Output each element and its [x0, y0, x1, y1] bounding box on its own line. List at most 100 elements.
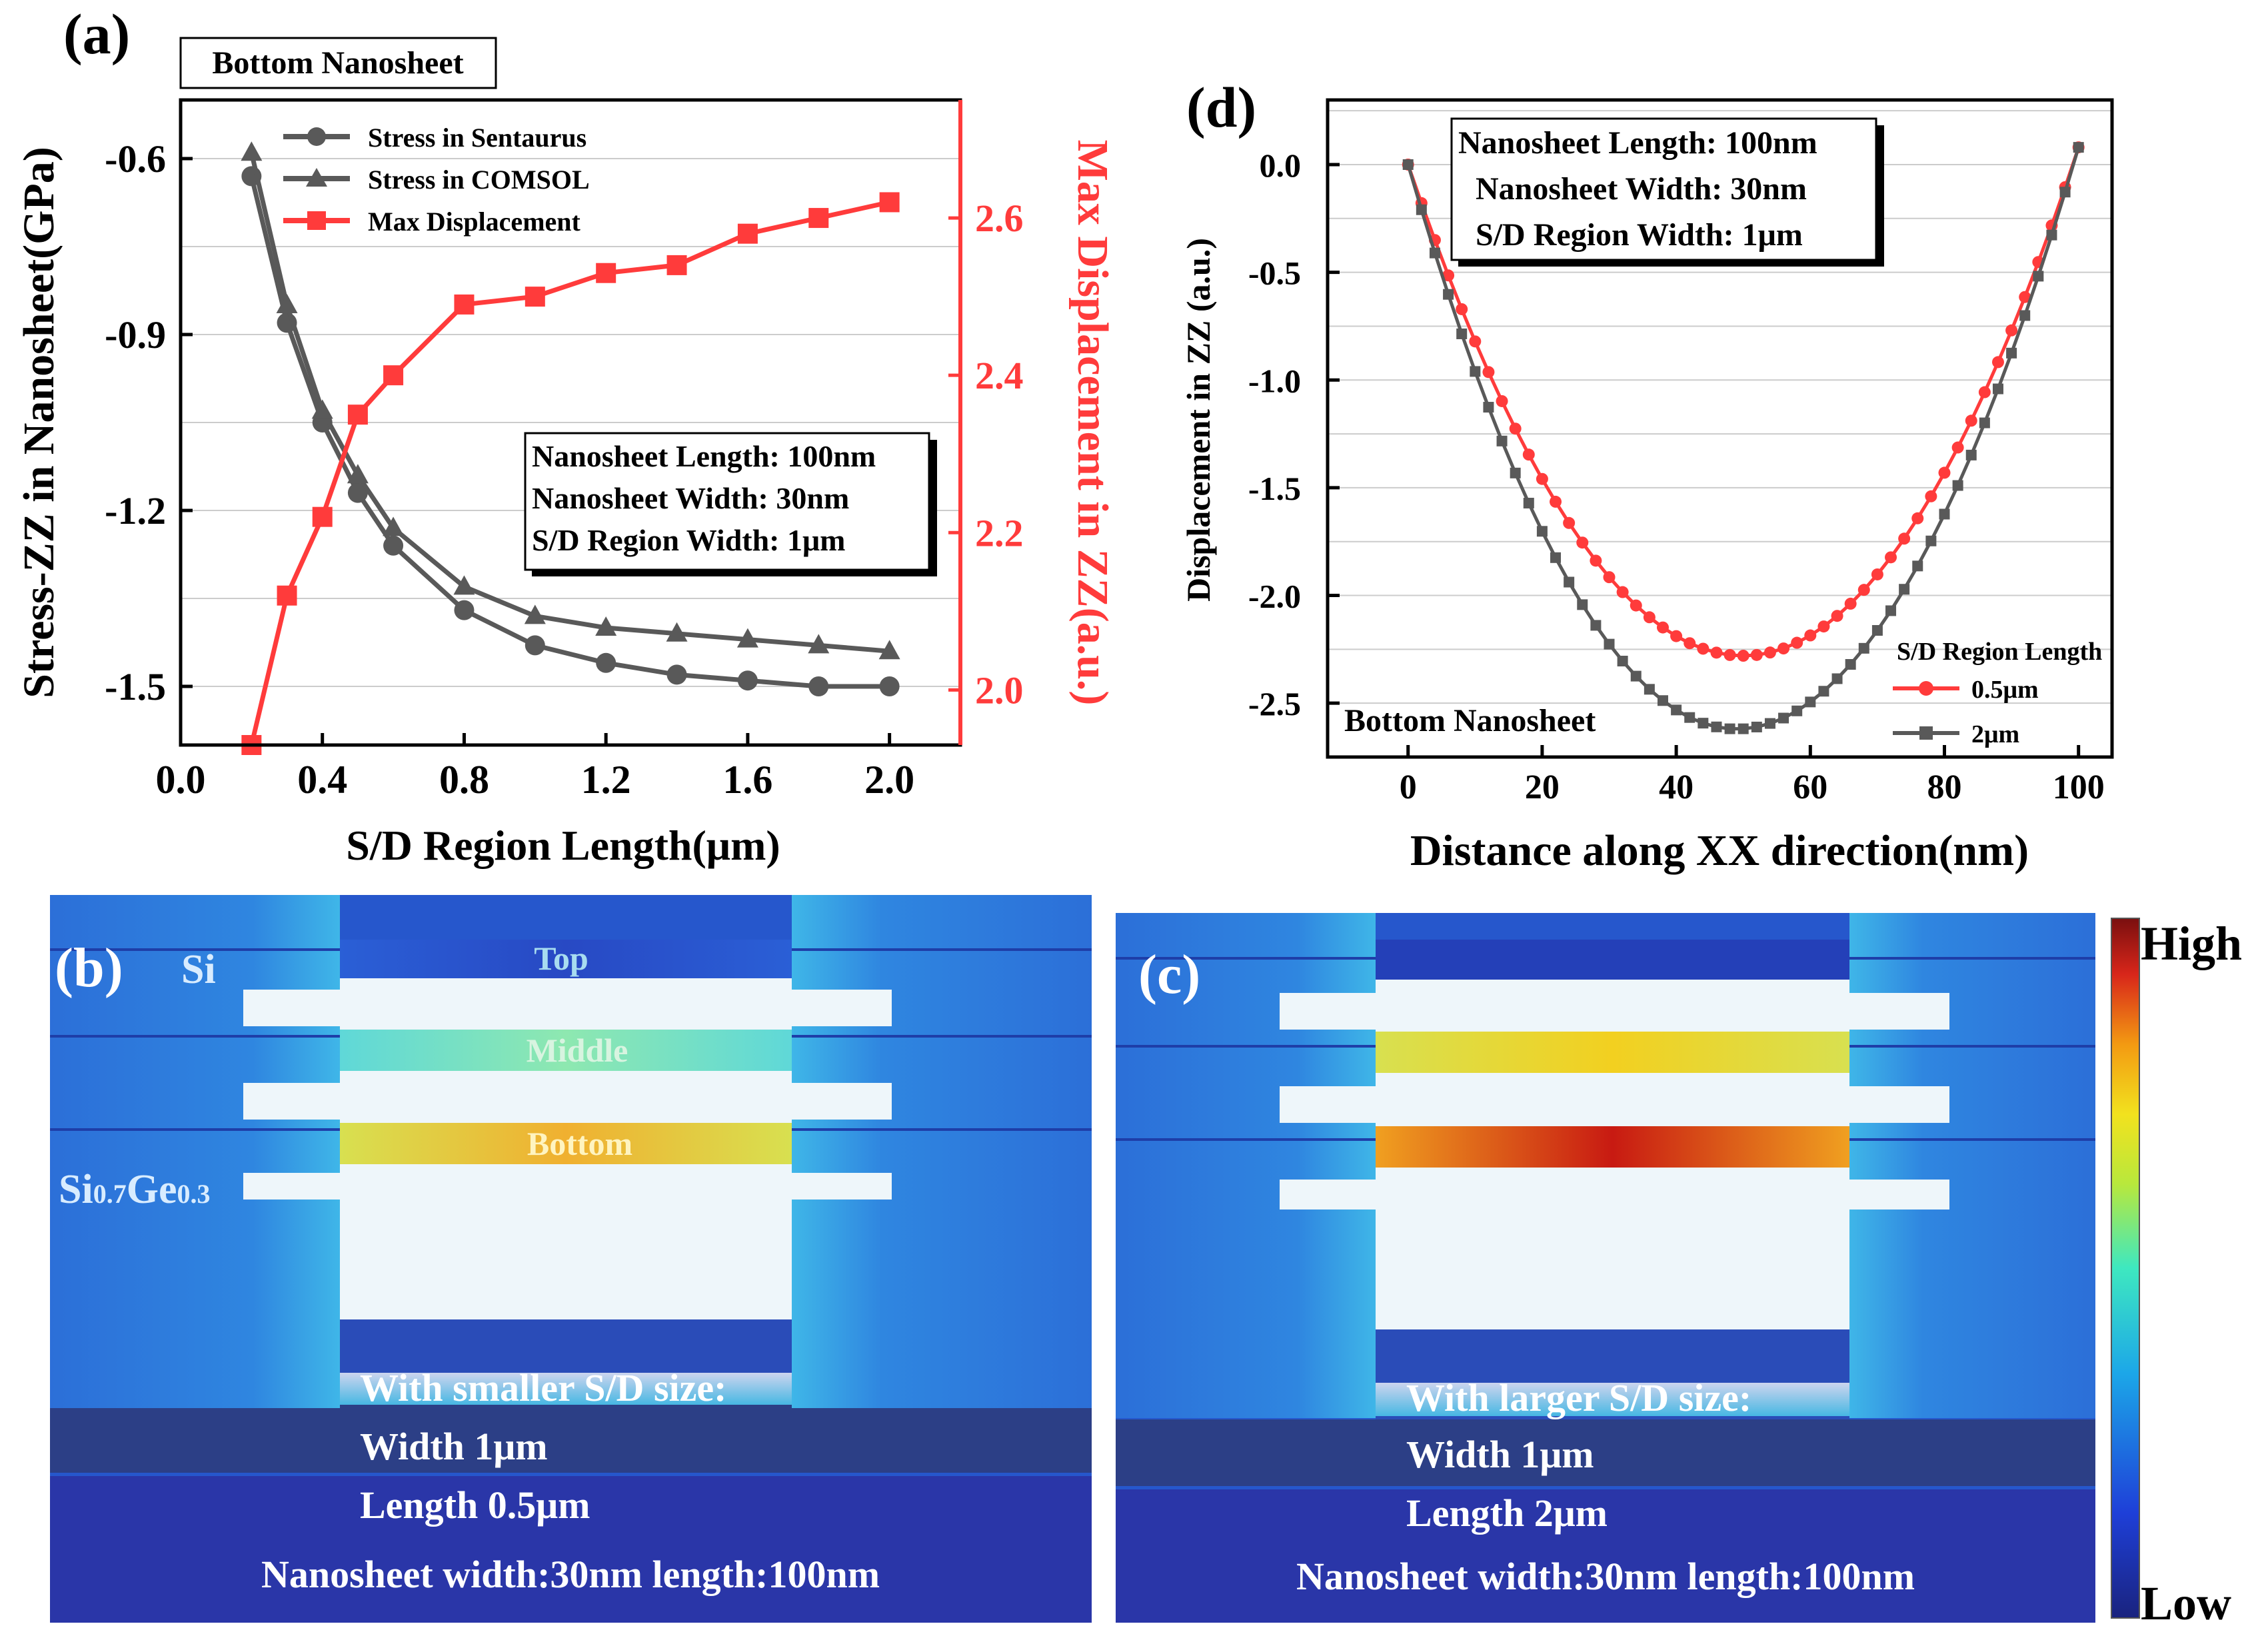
panel-a-x-tick-label: 1.2	[581, 758, 631, 802]
max-displacement-point	[454, 294, 475, 315]
panel-d-y-tick-label: -1.0	[1248, 362, 1301, 399]
panel-a-gridlines	[181, 158, 960, 687]
panel-d-point-0-5um	[1791, 636, 1803, 649]
panel-d-point-2um	[2019, 310, 2031, 321]
panel-d-point-0-5um	[1630, 599, 1642, 612]
panel-a-ticks: 0.0 0.4 0.8 1.2 1.6 2.0 -0.6 -0.9 -1.2 -1.5 2.0 2.2…	[105, 137, 1023, 802]
panel-d-legend-title: S/D Region Length	[1897, 638, 2102, 666]
panel-d-x-label: Distance along XX direction(nm)	[1410, 826, 2029, 875]
panel-d-y-tick-label: -1.5	[1248, 470, 1301, 507]
panel-d-point-2um	[2073, 142, 2084, 153]
panel-d-point-0-5um	[2019, 291, 2031, 303]
panel-d-point-2um	[1724, 723, 1735, 734]
panel-b-caption-1: With smaller S/D size:	[360, 1366, 726, 1409]
panel-b-label-top: Top	[534, 940, 588, 977]
panel-d-point-0-5um	[1670, 630, 1683, 642]
panel-b-middle-sheet	[340, 1030, 792, 1071]
panel-d-point-2um	[1912, 560, 1923, 572]
max-displacement-point	[808, 208, 829, 229]
panel-d-point-0-5um	[1777, 642, 1790, 655]
panel-d-point-0-5um	[1911, 512, 1924, 524]
comsol-point	[241, 141, 263, 161]
panel-a-x-tick-label: 2.0	[864, 758, 914, 802]
panel-d-ticks: 0 20 40 60 80 100 0.0 -0.5 -1.0 -1.5 -2.0 -2.5	[1248, 147, 2105, 806]
panel-c-top-sheet	[1376, 940, 1849, 980]
panel-d-x-tick-label: 60	[1793, 768, 1827, 806]
panel-a-x-tick-label: 1.6	[722, 758, 772, 802]
panel-d-point-0-5um	[1844, 597, 1857, 610]
colorbar-low: Low	[2141, 1577, 2231, 1630]
panel-d-point-2um	[2059, 187, 2071, 198]
sentaurus-point	[596, 652, 616, 673]
panel-b-bottom-sheet	[340, 1123, 792, 1164]
panel-d-point-2um	[1577, 599, 1588, 610]
panel-d: (d) 0 20 40 60 80 1000.0-0.5-1.0-1.5-2.0-2.5 …	[1180, 75, 2114, 875]
panel-d-annotation-3: S/D Region Width: 1μm	[1476, 217, 1803, 253]
panel-c-caption-1: With larger S/D size:	[1406, 1376, 1751, 1419]
panel-d-legend-2: 2μm	[1971, 720, 2019, 748]
panel-d-point-2um	[1416, 204, 1427, 215]
panel-a-y-tick-label-left: -0.6	[105, 137, 166, 181]
panel-a-annotation-3: S/D Region Width: 1μm	[532, 523, 845, 557]
panel-a-y-tick-label-left: -1.5	[105, 665, 166, 708]
panel-d-point-0-5um	[1697, 642, 1709, 655]
panel-d-point-0-5um	[1469, 335, 1482, 348]
panel-d-point-0-5um	[1965, 414, 1977, 427]
panel-d-point-0-5um	[1857, 584, 1870, 596]
panel-d-point-0-5um	[1898, 532, 1911, 545]
panel-a: (a) Bottom Nanosheet 0.0 0.4 0.8 1.2 1.6 2.0 -…	[15, 2, 1117, 869]
panel-a-title: Bottom Nanosheet	[212, 45, 463, 81]
panel-d-point-0-5um	[1509, 422, 1522, 435]
comsol-point	[524, 604, 546, 624]
legend-comsol: Stress in COMSOL	[368, 165, 590, 195]
max-displacement-point	[347, 405, 368, 425]
panel-c-footer: Nanosheet width:30nm length:100nm	[1296, 1555, 1915, 1598]
panel-d-point-2um	[1939, 508, 1950, 520]
panel-d-point-2um	[1805, 696, 1816, 708]
panel-d-point-0-5um	[1456, 303, 1468, 315]
panel-d-point-2um	[1885, 605, 1897, 616]
panel-d-point-2um	[1899, 584, 1910, 595]
max-displacement-point	[383, 365, 404, 386]
panel-d-point-0-5um	[1978, 386, 1991, 399]
panel-d-point-0-5um	[1522, 448, 1535, 461]
panel-d-point-2um	[1764, 718, 1775, 729]
panel-d-point-2um	[2033, 271, 2044, 282]
comsol-point	[453, 575, 475, 595]
series-line-triangle	[249, 152, 890, 654]
panel-d-point-0-5um	[1563, 516, 1576, 529]
panel-d-x-tick-label: 0	[1400, 768, 1417, 806]
panel-a-y-tick-label-right: 2.2	[975, 511, 1024, 554]
panel-d-point-2um	[1470, 366, 1481, 377]
max-displacement-point	[277, 585, 297, 606]
panel-d-point-0-5um	[1885, 551, 1897, 564]
panel-d-point-2um	[1831, 673, 1843, 684]
panel-d-point-0-5um	[1496, 395, 1508, 407]
panel-d-point-2um	[1550, 552, 1562, 563]
panel-a-series	[241, 141, 900, 755]
comsol-point	[666, 622, 688, 642]
panel-b-left-sd-block	[50, 895, 340, 1408]
panel-d-point-0-5um	[1723, 648, 1736, 661]
panel-a-y-label-left: Stress-ZZ in Nanosheet(GPa)	[15, 147, 63, 698]
panel-d-point-0-5um	[1925, 490, 1937, 502]
panel-a-y-tick-label-left: -1.2	[105, 489, 166, 532]
panel-d-point-2um	[1630, 670, 1642, 682]
comsol-point	[347, 464, 369, 484]
panel-d-point-2um	[1510, 467, 1521, 478]
panel-b-label: (b)	[55, 937, 123, 999]
panel-d-point-2um	[1402, 159, 1414, 170]
panel-d-point-2um	[1429, 247, 1440, 259]
max-displacement-point	[312, 506, 333, 527]
panel-d-point-0-5um	[1442, 269, 1455, 282]
panel-d-x-tick-label: 80	[1927, 768, 1962, 806]
panel-d-point-2um	[1523, 497, 1534, 508]
panel-d-y-tick-label: 0.0	[1260, 147, 1302, 184]
panel-d-point-0-5um	[1831, 610, 1843, 622]
series-line-circle	[249, 175, 890, 689]
panel-d-label: (d)	[1186, 75, 1256, 139]
panel-d-plot-frame	[1326, 98, 2114, 759]
panel-d-y-tick-label: -2.5	[1248, 685, 1301, 722]
panel-b-sige-label: Si0.7Ge0.3	[59, 1167, 210, 1212]
sentaurus-point	[454, 600, 475, 620]
